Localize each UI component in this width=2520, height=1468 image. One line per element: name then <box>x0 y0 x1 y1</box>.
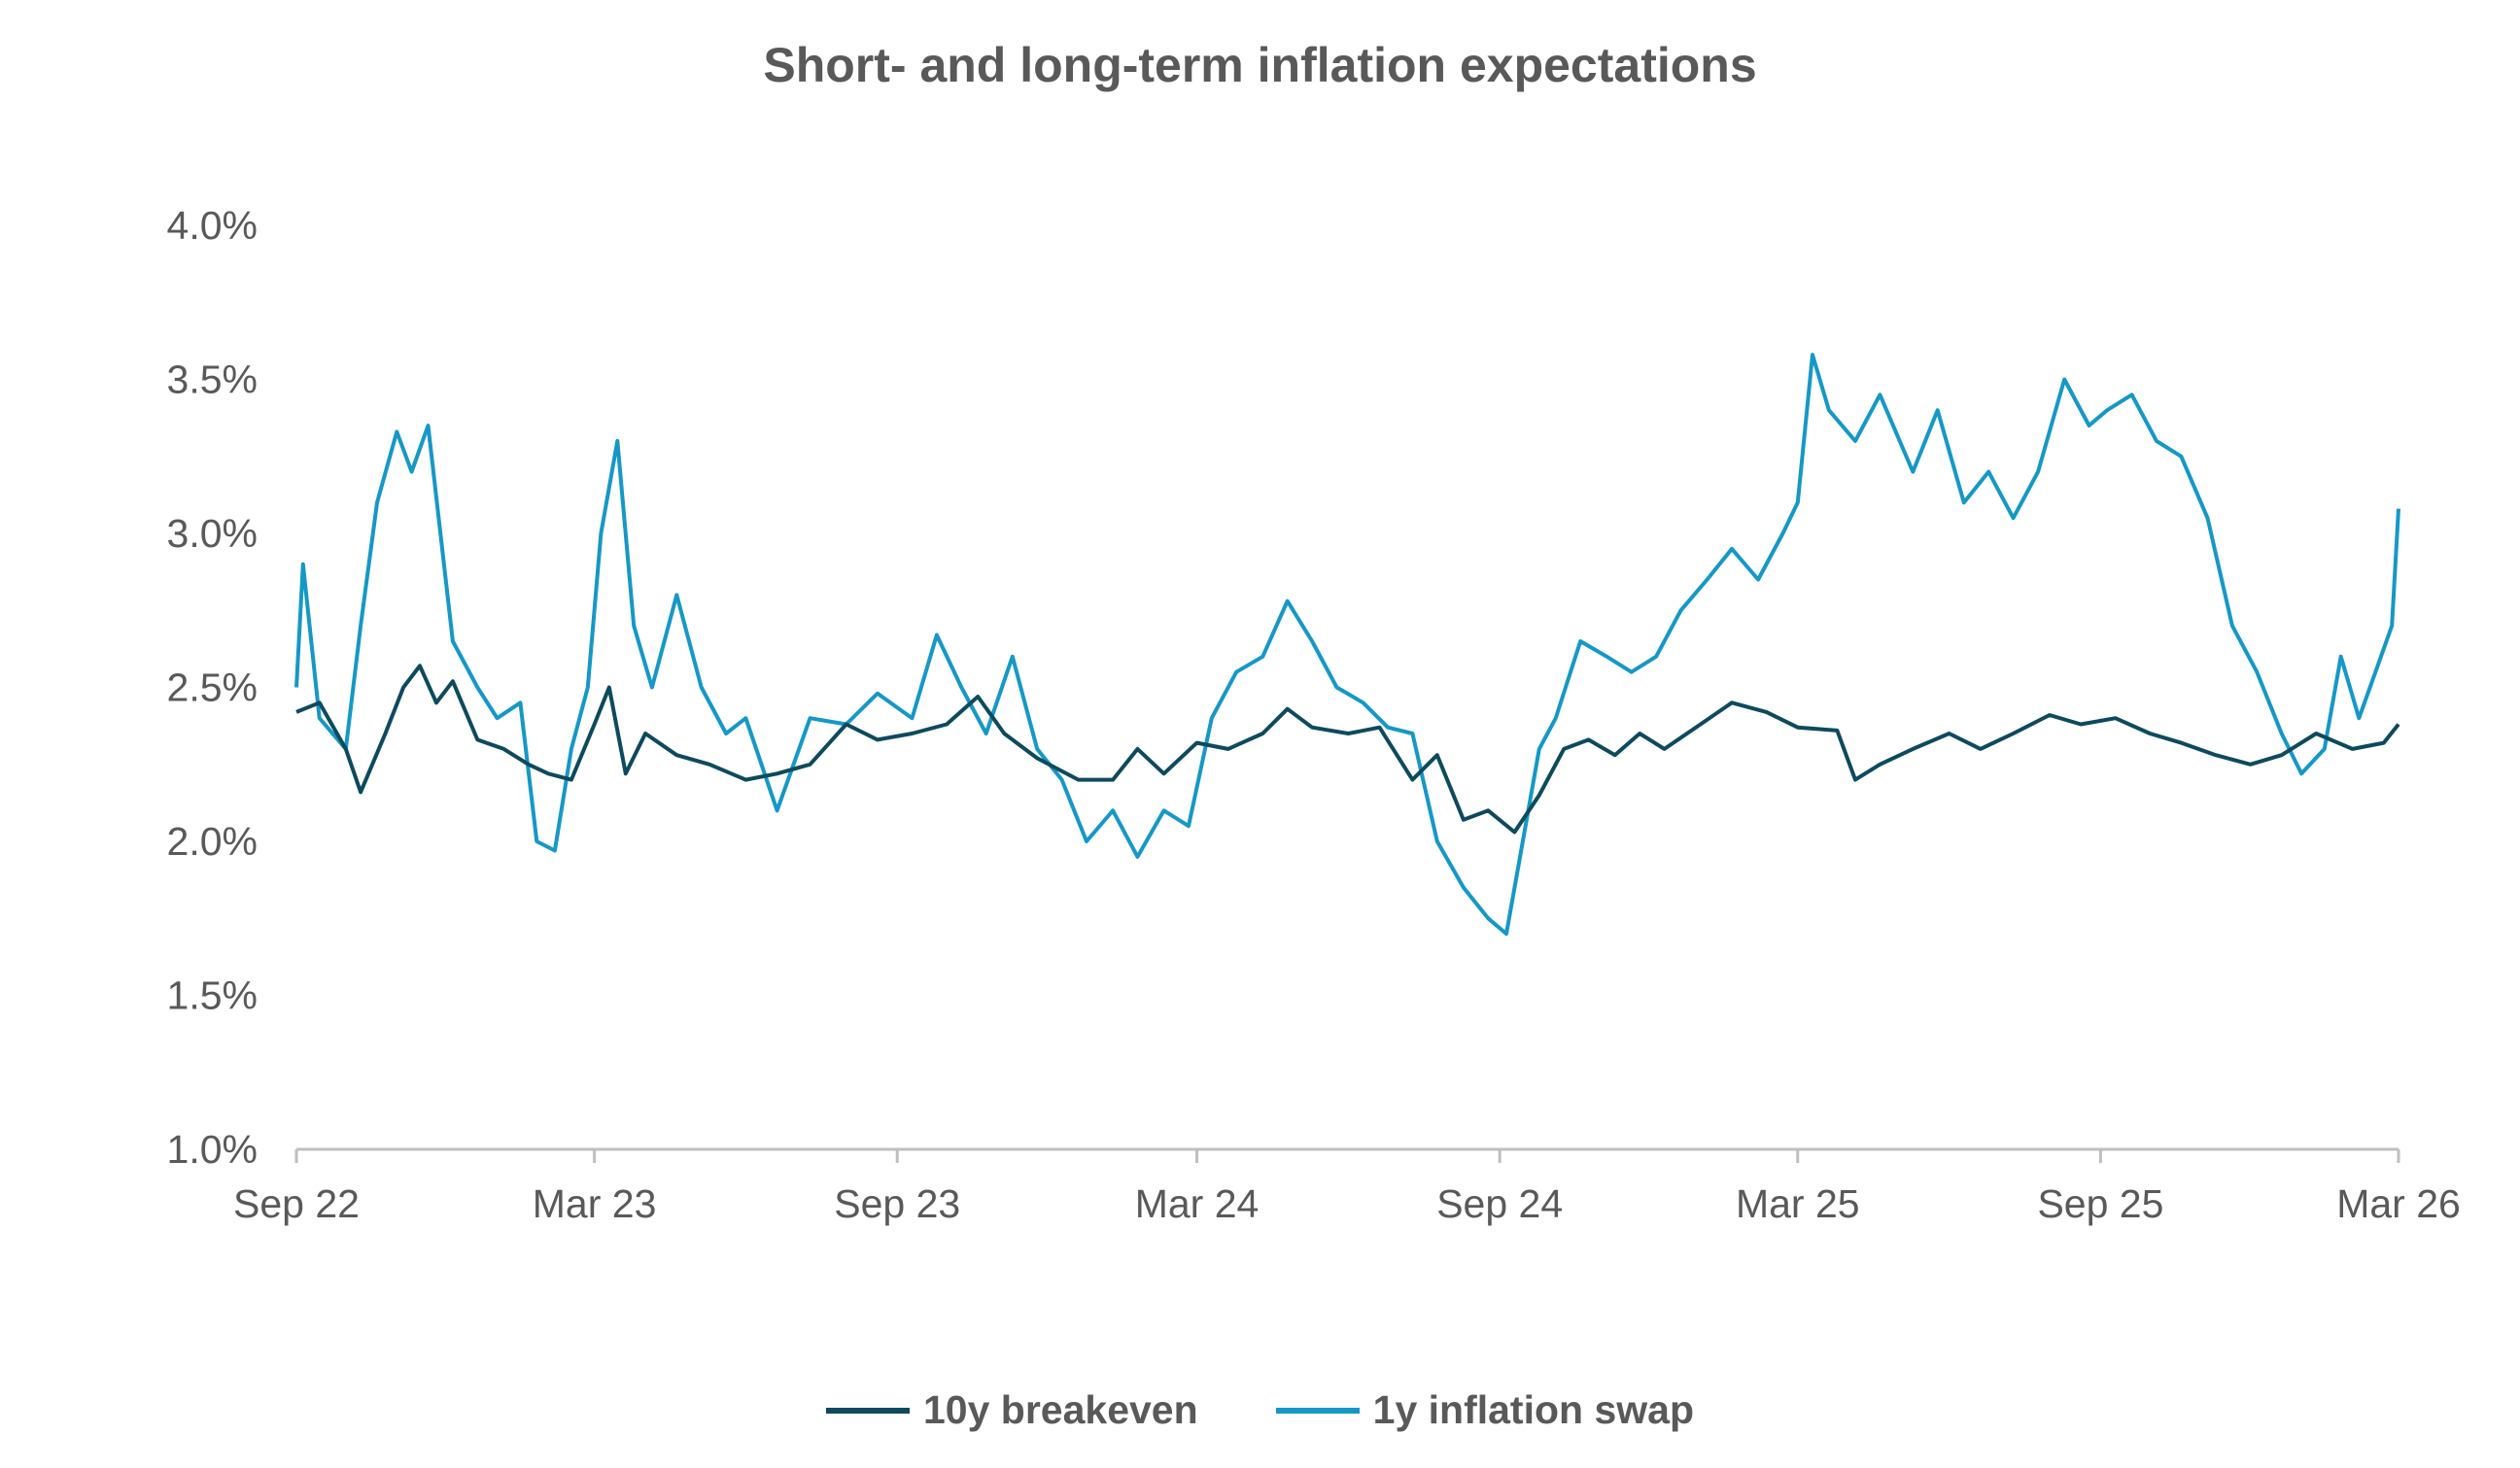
x-tick-label: Mar 24 <box>1135 1181 1260 1226</box>
series-layer <box>294 353 2400 937</box>
x-tick-label: Sep 24 <box>1436 1181 1563 1226</box>
legend-swatch <box>1275 1407 1360 1414</box>
x-tick-label: Sep 22 <box>233 1181 360 1226</box>
legend-item-1y-inflation-swap: 1y inflation swap <box>1275 1387 1694 1433</box>
x-tick-label: Sep 23 <box>834 1181 960 1226</box>
y-tick-label: 4.0% <box>167 203 258 248</box>
legend-item-10y-breakeven: 10y breakeven <box>826 1387 1198 1433</box>
x-tick-label: Mar 25 <box>1736 1181 1860 1226</box>
y-tick-label: 2.0% <box>167 819 258 864</box>
x-tick-label: Mar 26 <box>2336 1181 2461 1226</box>
series-line-10y-breakeven <box>295 664 2400 835</box>
legend-label: 10y breakeven <box>923 1387 1198 1432</box>
legend-swatch <box>826 1407 910 1414</box>
legend: 10y breakeven 1y inflation swap <box>0 1387 2520 1433</box>
series-line-1y-inflation-swap <box>294 353 2400 937</box>
x-axis: Sep 22 Mar 23 Sep 23 Mar 24 Sep 24 Mar 25 Sep … <box>233 1147 2461 1226</box>
chart-title: Short- and long-term inflation expectati… <box>763 38 1757 92</box>
y-tick-label: 2.5% <box>167 666 258 710</box>
y-tick-label: 3.0% <box>167 511 258 556</box>
y-tick-label: 3.5% <box>167 358 258 402</box>
y-tick-label: 1.0% <box>167 1127 258 1172</box>
y-axis: 1.0% 1.5% 2.0% 2.5% 3.0% 3.5% 4.0% <box>167 203 258 1172</box>
x-tick-label: Mar 23 <box>533 1181 657 1226</box>
legend-label: 1y inflation swap <box>1372 1387 1694 1432</box>
y-tick-label: 1.5% <box>167 973 258 1018</box>
x-tick-label: Sep 25 <box>2037 1181 2163 1226</box>
